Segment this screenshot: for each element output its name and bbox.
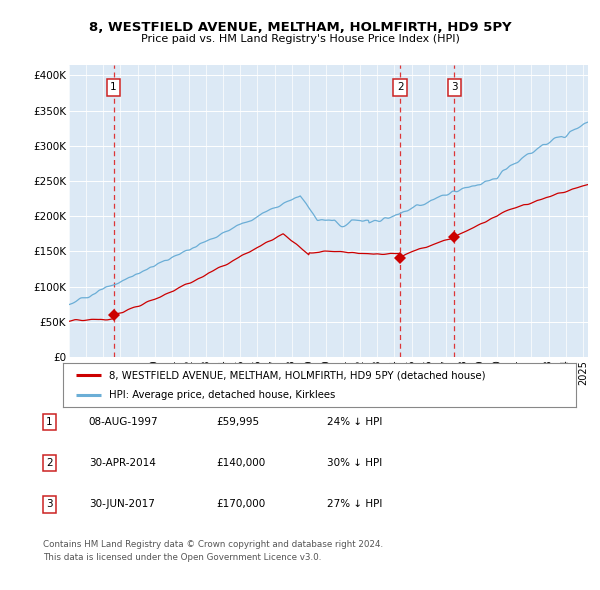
Text: 2: 2 <box>397 83 403 92</box>
Text: 1: 1 <box>110 83 117 92</box>
Text: 30-JUN-2017: 30-JUN-2017 <box>89 500 155 509</box>
Text: 08-AUG-1997: 08-AUG-1997 <box>89 417 158 427</box>
Text: Price paid vs. HM Land Registry's House Price Index (HPI): Price paid vs. HM Land Registry's House … <box>140 34 460 44</box>
Text: 3: 3 <box>46 500 53 509</box>
Text: 8, WESTFIELD AVENUE, MELTHAM, HOLMFIRTH, HD9 5PY: 8, WESTFIELD AVENUE, MELTHAM, HOLMFIRTH,… <box>89 21 511 34</box>
Text: £140,000: £140,000 <box>216 458 265 468</box>
Text: 30% ↓ HPI: 30% ↓ HPI <box>327 458 382 468</box>
Text: 30-APR-2014: 30-APR-2014 <box>89 458 155 468</box>
Text: 24% ↓ HPI: 24% ↓ HPI <box>327 417 382 427</box>
Text: 8, WESTFIELD AVENUE, MELTHAM, HOLMFIRTH, HD9 5PY (detached house): 8, WESTFIELD AVENUE, MELTHAM, HOLMFIRTH,… <box>109 371 486 380</box>
Text: 2: 2 <box>46 458 53 468</box>
Text: HPI: Average price, detached house, Kirklees: HPI: Average price, detached house, Kirk… <box>109 390 335 399</box>
Text: 3: 3 <box>451 83 458 92</box>
Text: £170,000: £170,000 <box>216 500 265 509</box>
Text: Contains HM Land Registry data © Crown copyright and database right 2024.
This d: Contains HM Land Registry data © Crown c… <box>43 540 383 562</box>
Text: 1: 1 <box>46 417 53 427</box>
Text: 27% ↓ HPI: 27% ↓ HPI <box>327 500 382 509</box>
Text: £59,995: £59,995 <box>216 417 259 427</box>
